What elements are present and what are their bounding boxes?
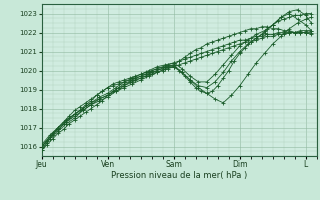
X-axis label: Pression niveau de la mer( hPa ): Pression niveau de la mer( hPa ): [111, 171, 247, 180]
